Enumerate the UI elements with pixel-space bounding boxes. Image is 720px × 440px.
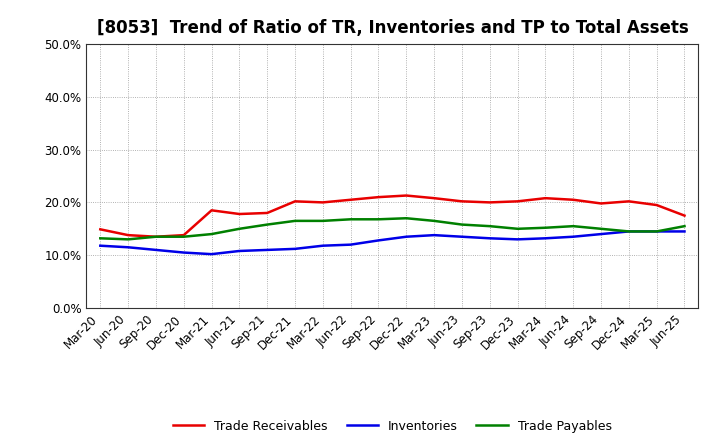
Trade Receivables xyxy=(207,208,216,213)
Trade Payables xyxy=(318,218,327,224)
Trade Payables xyxy=(485,224,494,229)
Trade Payables xyxy=(569,224,577,229)
Trade Payables xyxy=(513,226,522,231)
Trade Payables xyxy=(374,216,383,222)
Trade Payables xyxy=(624,229,633,234)
Trade Receivables xyxy=(541,195,550,201)
Inventories xyxy=(430,232,438,238)
Trade Receivables xyxy=(652,202,661,208)
Trade Payables xyxy=(597,226,606,231)
Trade Payables xyxy=(430,218,438,224)
Trade Payables xyxy=(124,237,132,242)
Trade Payables xyxy=(152,234,161,239)
Trade Receivables xyxy=(263,210,271,216)
Title: [8053]  Trend of Ratio of TR, Inventories and TP to Total Assets: [8053] Trend of Ratio of TR, Inventories… xyxy=(96,19,688,37)
Inventories xyxy=(179,250,188,255)
Trade Receivables xyxy=(458,199,467,204)
Inventories xyxy=(652,229,661,234)
Line: Inventories: Inventories xyxy=(100,231,685,254)
Trade Receivables xyxy=(152,234,161,239)
Inventories xyxy=(513,237,522,242)
Inventories xyxy=(541,236,550,241)
Trade Payables xyxy=(346,216,355,222)
Trade Receivables xyxy=(179,232,188,238)
Inventories xyxy=(485,236,494,241)
Trade Payables xyxy=(402,216,410,221)
Trade Receivables xyxy=(318,200,327,205)
Inventories xyxy=(597,231,606,237)
Trade Receivables xyxy=(291,199,300,204)
Trade Receivables xyxy=(96,227,104,232)
Trade Receivables xyxy=(624,199,633,204)
Trade Receivables xyxy=(513,199,522,204)
Inventories xyxy=(318,243,327,248)
Inventories xyxy=(291,246,300,252)
Trade Receivables xyxy=(597,201,606,206)
Trade Payables xyxy=(541,225,550,231)
Line: Trade Payables: Trade Payables xyxy=(100,218,685,239)
Inventories xyxy=(374,238,383,243)
Inventories xyxy=(263,247,271,253)
Trade Receivables xyxy=(485,200,494,205)
Inventories xyxy=(152,247,161,253)
Trade Receivables xyxy=(235,211,243,216)
Trade Receivables xyxy=(402,193,410,198)
Inventories xyxy=(124,245,132,250)
Trade Payables xyxy=(652,229,661,234)
Trade Payables xyxy=(263,222,271,227)
Trade Receivables xyxy=(374,194,383,200)
Inventories xyxy=(458,234,467,239)
Trade Payables xyxy=(235,226,243,231)
Legend: Trade Receivables, Inventories, Trade Payables: Trade Receivables, Inventories, Trade Pa… xyxy=(168,414,617,437)
Trade Payables xyxy=(458,222,467,227)
Trade Payables xyxy=(179,234,188,239)
Inventories xyxy=(346,242,355,247)
Inventories xyxy=(402,234,410,239)
Line: Trade Receivables: Trade Receivables xyxy=(100,195,685,237)
Inventories xyxy=(680,229,689,234)
Trade Receivables xyxy=(124,232,132,238)
Inventories xyxy=(207,252,216,257)
Inventories xyxy=(624,229,633,234)
Trade Receivables xyxy=(569,197,577,202)
Trade Payables xyxy=(207,231,216,237)
Trade Receivables xyxy=(346,197,355,202)
Trade Payables xyxy=(680,224,689,229)
Trade Payables xyxy=(96,236,104,241)
Inventories xyxy=(96,243,104,248)
Inventories xyxy=(235,248,243,253)
Trade Receivables xyxy=(430,195,438,201)
Trade Payables xyxy=(291,218,300,224)
Trade Receivables xyxy=(680,213,689,218)
Inventories xyxy=(569,234,577,239)
